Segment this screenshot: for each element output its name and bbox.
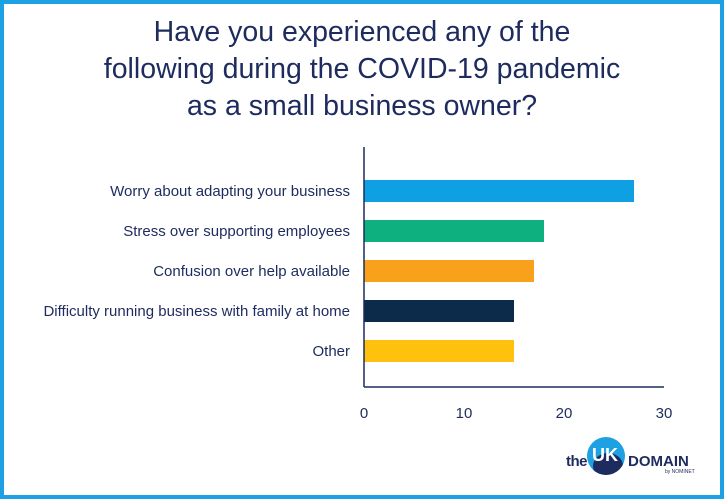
bar-1: [364, 180, 634, 202]
bar-4: [364, 300, 514, 322]
x-tick-label-30: 30: [656, 405, 673, 422]
x-tick-label-0: 0: [360, 405, 368, 422]
logo-by-nominet: by NOMINET: [665, 469, 695, 475]
chart-title: Have you experienced any of the followin…: [40, 14, 684, 125]
bar-5: [364, 340, 514, 362]
logo-uk: UK: [592, 445, 618, 465]
logo-circle-icon: [587, 437, 625, 475]
title-line-2: following during the COVID-19 pandemic: [103, 53, 621, 85]
category-label-2: Stress over supporting employees: [123, 223, 350, 240]
category-label-1: Worry about adapting your business: [110, 183, 350, 200]
the-uk-domain-logo: the UK DOMAIN by NOMINET: [562, 435, 702, 485]
title-line-3: as a small business owner?: [186, 90, 538, 122]
x-tick-label-10: 10: [456, 405, 473, 422]
bar-2: [364, 220, 544, 242]
category-label-4: Difficulty running business with family …: [43, 303, 350, 320]
category-label-3: Confusion over help available: [153, 263, 350, 280]
title-line-1: Have you experienced any of the: [153, 16, 571, 48]
logo-the: the: [566, 453, 588, 470]
bar-3: [364, 260, 534, 282]
category-label-5: Other: [312, 343, 350, 360]
x-tick-label-20: 20: [556, 405, 573, 422]
logo-domain: DOMAIN: [628, 453, 689, 470]
